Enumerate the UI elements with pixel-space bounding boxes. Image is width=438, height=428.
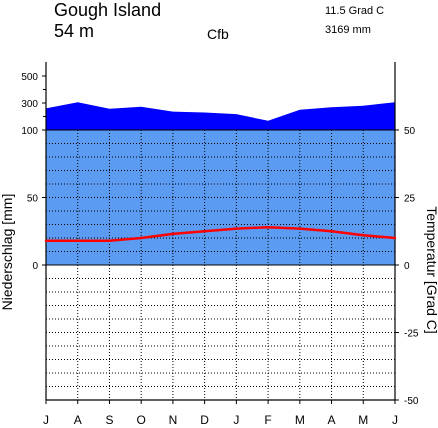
right-axis-tick-label: -50 [404,396,419,407]
left-axis-tick-label: 50 [27,194,39,205]
right-axis-tick-label: 50 [404,126,416,137]
month-label: O [137,413,146,427]
elevation: 54 m [54,21,94,41]
right-axis-tick-label: 25 [404,194,416,205]
temperature-point [76,239,79,242]
mean-temperature: 11.5 Grad C [325,5,384,17]
month-label: M [358,413,368,427]
precipitation-area [46,102,395,265]
temperature-series [44,225,397,242]
temperature-point [393,236,397,240]
temperature-point [139,236,143,240]
temperature-point [330,230,333,233]
right-axis-tick-label: -25 [404,329,419,340]
temperature-point [44,239,48,242]
month-label: F [264,413,271,427]
climate-class: Cfb [207,26,229,42]
temperature-point [171,232,175,236]
temperature-point [298,227,302,230]
annual-precipitation: 3169 mm [325,24,371,36]
month-label: A [328,413,336,427]
temperature-point [362,234,365,237]
month-label: J [43,413,49,427]
left-axis-tick-label: 0 [32,261,38,272]
left-axis-compressed-tick-label: 500 [21,72,38,83]
month-label: J [392,413,398,427]
temperature-point [203,230,206,233]
month-label: D [200,413,209,427]
temperature-point [108,239,111,242]
temperature-point [235,227,238,230]
right-axis-tick-label: 0 [404,261,410,272]
y-axis-right-title: Temperatur [Grad C] [424,206,438,334]
month-label: A [74,413,82,427]
month-label: N [169,413,178,427]
axes [42,62,399,404]
temperature-line [46,225,396,242]
precipitation-compressed-area [46,102,395,130]
month-label: M [295,413,305,427]
month-label: S [105,413,113,427]
left-axis-compressed-tick-label: 300 [21,99,38,110]
month-label: J [233,413,239,427]
left-axis-tick-label: 100 [21,126,38,137]
station-name: Gough Island [54,0,161,20]
y-axis-left-title: Niederschlag [mm] [0,194,15,311]
temperature-point [266,226,270,229]
